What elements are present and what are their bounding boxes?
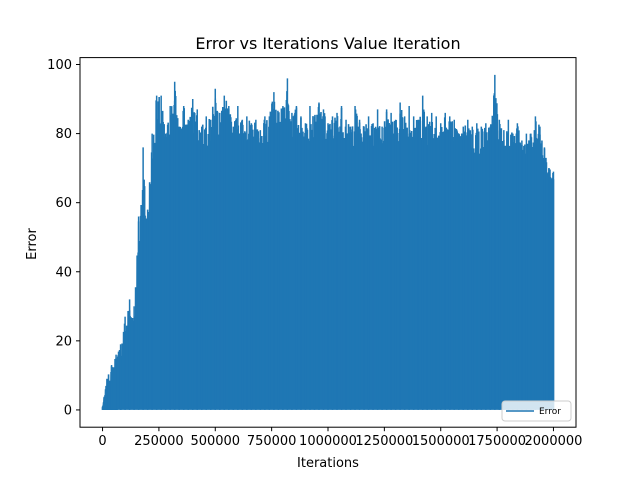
y-tick-label: 80	[55, 127, 72, 142]
x-tick-label: 750000	[247, 434, 297, 449]
y-axis-label: Error	[25, 228, 40, 260]
x-axis-label: Iterations	[297, 456, 359, 471]
x-tick-label: 1000000	[299, 434, 357, 449]
plot-frame	[79, 57, 577, 428]
y-axis-ticks: 0 20 40 60 80 100	[47, 58, 80, 418]
x-tick-label: 1500000	[412, 434, 470, 449]
y-tick-label: 100	[47, 58, 72, 73]
legend-box	[501, 400, 572, 422]
series-layer	[101, 74, 555, 411]
x-tick-label: 1750000	[468, 434, 526, 449]
y-tick-label: 0	[64, 403, 72, 418]
x-tick-label: 250000	[134, 434, 184, 449]
y-tick-label: 60	[55, 196, 72, 211]
chart-title: Error vs Iterations Value Iteration	[195, 34, 460, 53]
x-tick-label: 0	[98, 434, 106, 449]
x-axis-ticks: 0 250000 500000 750000 100000012500001500000…	[98, 427, 582, 449]
y-tick-label: 40	[55, 265, 72, 280]
x-tick-label: 500000	[190, 434, 240, 449]
legend-label: Error	[539, 407, 561, 417]
x-tick-label: 1250000	[355, 434, 413, 449]
legend: Error	[501, 400, 572, 422]
x-tick-label: 2000000	[525, 434, 583, 449]
y-tick-label: 20	[55, 334, 72, 349]
